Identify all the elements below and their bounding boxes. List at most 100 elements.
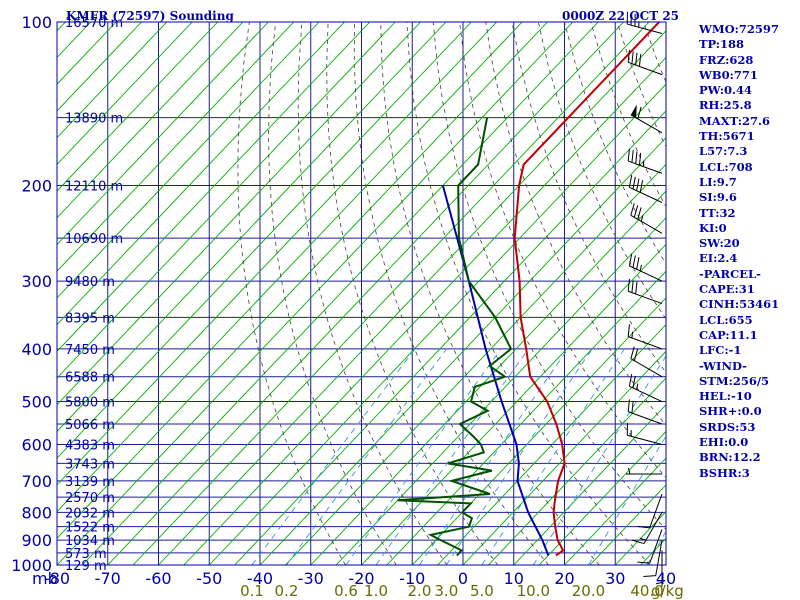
wind-barb: [628, 374, 663, 402]
mixing-ratio-label: 10.0: [517, 582, 550, 600]
height-label: 2570 m: [65, 491, 115, 506]
barb-full: [639, 180, 644, 193]
index-item: WMO:72597: [699, 22, 779, 36]
index-item: EI:2.4: [699, 251, 738, 266]
barb-full: [638, 152, 642, 166]
index-item: LFC:-1: [699, 343, 742, 358]
height-label: 9480 m: [65, 275, 115, 290]
pressure-tick-label: 800: [21, 503, 52, 522]
mixing-ratio-label: 3.0: [434, 582, 458, 600]
wind-barb: [627, 324, 663, 350]
isotherm-line: [57, 22, 269, 246]
barb-full: [628, 175, 633, 188]
barb-full: [632, 255, 636, 268]
isotherm-line: [57, 22, 523, 513]
height-label: 10690 m: [65, 232, 123, 247]
skewed-isotherms: [57, 22, 666, 565]
barb-full: [631, 280, 634, 293]
mixing-ratio-line: [481, 348, 625, 565]
dry-adiabat-line: [511, 22, 666, 374]
temperature-tick-label: -50: [196, 569, 222, 588]
isotherm-line: [259, 136, 666, 565]
height-label: 3743 m: [65, 457, 115, 472]
indices-panel: WMO:72597 TP:188 FRZ:628 WB0:771 PW:0.44 RH:2…: [699, 22, 799, 481]
dry-adiabats: [237, 22, 666, 565]
mixing-ratio-label: 0.6: [334, 582, 358, 600]
pressure-tick-label: 700: [21, 472, 52, 491]
index-item: EHI:0.0: [699, 435, 749, 450]
height-label: 573 m: [65, 547, 107, 562]
isotherm-line: [437, 323, 666, 565]
barb-full: [643, 575, 656, 577]
isotherm-line: [335, 217, 666, 565]
dry-adiabat-line: [297, 22, 448, 565]
index-item: LCL:655: [699, 312, 753, 327]
height-label: 3139 m: [65, 475, 115, 490]
wind-barbs: [626, 11, 663, 587]
barb-full: [627, 148, 630, 162]
isotherm-line: [57, 22, 472, 459]
dry-adiabat-line: [485, 22, 666, 426]
barb-shaft: [628, 290, 663, 305]
temperature-tick-label: 40: [656, 569, 676, 588]
temperature-tick-label: -80: [44, 569, 70, 588]
temperature-tick-label: -60: [145, 569, 171, 588]
temperature-tick-label: 10: [504, 569, 524, 588]
barb-shaft: [627, 23, 663, 34]
pressure-tick-label: 1000: [11, 556, 52, 575]
mixing-ratio-label: 2.0: [408, 582, 432, 600]
isotherm-line: [107, 22, 624, 565]
index-item: FRZ:628: [699, 52, 754, 67]
mixing-ratio-label: 5.0: [470, 582, 494, 600]
barb-full: [632, 176, 636, 190]
barb-full: [635, 151, 638, 164]
height-label: 6588 m: [65, 371, 115, 386]
barb-half: [640, 215, 644, 222]
barb-full: [638, 54, 642, 67]
barb-full: [628, 374, 633, 387]
barb-shaft: [630, 214, 663, 234]
isotherm-line: [513, 404, 666, 565]
barb-shaft: [627, 434, 663, 446]
mixing-ratio-label: 1.0: [364, 582, 388, 600]
index-item: CAPE:31: [699, 282, 755, 297]
temperature-tick-label: 20: [554, 569, 574, 588]
barb-full: [630, 203, 635, 216]
wind-barb: [626, 467, 662, 475]
barb-full: [633, 348, 639, 361]
index-item: TT:32: [699, 205, 736, 220]
mixing-ratio-label: 0.1: [240, 582, 264, 600]
index-item: SHR+:0.0: [699, 404, 762, 419]
barb-full: [627, 324, 630, 337]
barb-half: [636, 383, 639, 390]
index-item: RH:25.8: [699, 98, 752, 113]
dry-adiabat-line: [353, 22, 549, 565]
wind-barb: [631, 512, 663, 545]
barb-half: [631, 331, 634, 339]
barb-full: [631, 150, 634, 163]
barb-full: [630, 346, 635, 359]
mixing-ratio-label: 20.0: [572, 582, 605, 600]
mixing-ratio-line: [375, 348, 529, 565]
barb-half: [642, 160, 645, 167]
pressure-tick-label: 300: [21, 272, 52, 291]
pressure-tick-label: 100: [21, 13, 52, 32]
isotherm-line: [488, 377, 666, 565]
temperature-tick-label: -20: [348, 569, 374, 588]
index-item: BSHR:3: [699, 465, 750, 480]
mixing-ratio-line: [532, 355, 666, 565]
barb-shaft: [629, 186, 663, 203]
barb-full: [633, 205, 639, 218]
isotherm-line: [183, 56, 666, 565]
isotherm-line: [57, 22, 320, 299]
temperature-line: [513, 22, 660, 557]
isotherm-line: [462, 350, 666, 565]
sounding-profiles: [397, 22, 660, 557]
index-item: LI:9.7: [699, 174, 737, 189]
temperature-tick-label: 30: [605, 569, 625, 588]
barb-full: [631, 400, 634, 414]
mixing-ratio-line: [345, 348, 502, 565]
barb-shaft: [628, 160, 663, 174]
isotherm-line: [57, 22, 498, 486]
